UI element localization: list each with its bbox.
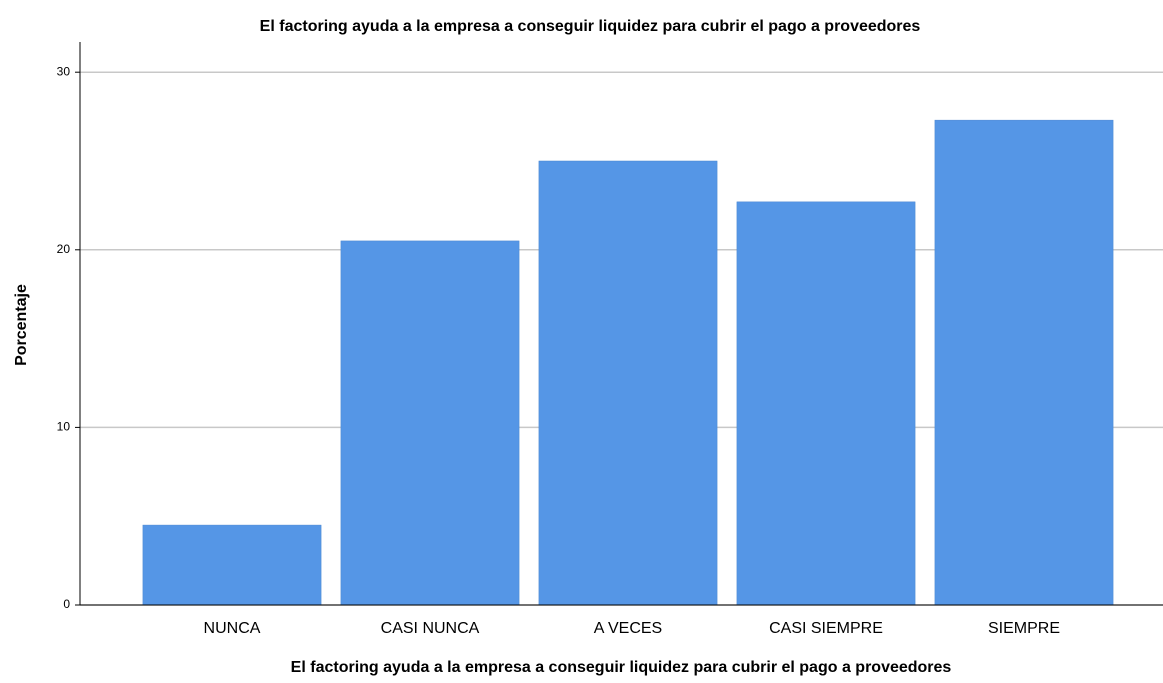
bar bbox=[538, 160, 718, 606]
y-tick-label: 10 bbox=[57, 420, 71, 434]
bar bbox=[736, 201, 916, 606]
y-tick-label: 30 bbox=[57, 64, 71, 78]
x-axis-label: El factoring ayuda a la empresa a conseg… bbox=[291, 659, 952, 676]
x-tick-label: CASI NUNCA bbox=[381, 620, 480, 637]
x-tick-label: CASI SIEMPRE bbox=[769, 620, 883, 637]
bar bbox=[340, 240, 520, 606]
bar bbox=[934, 119, 1114, 606]
x-tick-label: A VECES bbox=[594, 620, 662, 637]
x-tick-label: SIEMPRE bbox=[988, 620, 1060, 637]
y-tick-label: 20 bbox=[57, 242, 71, 256]
x-tick-label: NUNCA bbox=[204, 620, 261, 637]
y-axis-label: Porcentaje bbox=[13, 284, 30, 366]
bar bbox=[142, 524, 322, 606]
y-tick-label: 0 bbox=[63, 597, 70, 611]
chart-title: El factoring ayuda a la empresa a conseg… bbox=[260, 18, 921, 35]
